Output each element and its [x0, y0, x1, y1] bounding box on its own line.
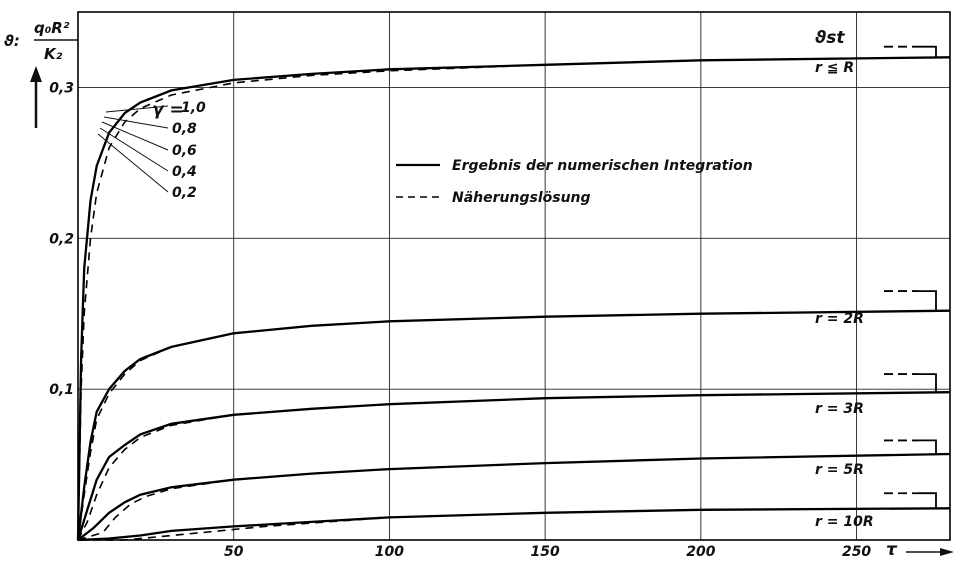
tick-labels: 50 100 150 200 250 0,1 0,2 0,3	[49, 80, 871, 560]
series-1-steady-bracket	[918, 45, 937, 58]
gamma-prefix: γ =	[152, 100, 184, 120]
legend: Ergebnis der numerischen Integration Näh…	[396, 158, 753, 206]
series-3-numeric-line	[76, 391, 951, 541]
x-tick-label-2: 100	[375, 544, 404, 560]
gamma-labels: γ = 1,0 0,8 0,6 0,4 0,2	[97, 100, 206, 201]
series-1-numeric-line	[76, 56, 951, 541]
series-3-label: r = 3R	[815, 401, 864, 417]
steady-state-label: ϑst	[815, 28, 845, 48]
y-axis-label: ϑ: q₀R² K₂	[4, 19, 78, 63]
y-axis-symbol: ϑ:	[4, 32, 20, 50]
series-5-steady-bracket	[918, 492, 937, 509]
x-tick-label-4: 200	[686, 544, 715, 560]
series-4-numeric-line	[77, 452, 951, 541]
y-tick-label-3: 0,3	[49, 80, 74, 96]
series-2-label: r = 2R	[815, 311, 864, 327]
x-tick-label-3: 150	[531, 544, 560, 560]
y-axis-numerator: q₀R²	[34, 19, 70, 37]
gamma-value-4: 0,4	[172, 164, 197, 180]
gamma-leader-5	[97, 133, 169, 193]
gamma-value-3: 0,6	[172, 143, 197, 159]
series-4-label: r = 5R	[815, 462, 864, 478]
steady-state-markers	[884, 45, 937, 509]
plot-frame	[77, 11, 951, 541]
series-2-approx-line	[77, 309, 951, 541]
gamma-leader-1	[105, 105, 169, 113]
grid	[78, 12, 950, 540]
gamma-value-2: 0,8	[172, 121, 197, 137]
legend-label-numeric: Ergebnis der numerischen Integration	[452, 158, 753, 174]
gamma-value-1: 1,0	[181, 100, 206, 116]
curve-labels: r ≦ R r = 2R r = 3R r = 5R r = 10R	[815, 60, 874, 530]
gamma-value-5: 0,2	[172, 185, 197, 201]
x-axis-label: τ	[886, 540, 898, 560]
right-arrow-icon	[906, 548, 954, 556]
series-3-steady-bracket	[918, 373, 937, 393]
series-2-steady-bracket	[918, 290, 937, 311]
series-5-label: r = 10R	[815, 514, 874, 530]
curves	[76, 56, 951, 542]
series-4-steady-bracket	[918, 439, 937, 454]
legend-label-approx: Näherungslösung	[452, 190, 591, 206]
series-3-approx-line	[77, 391, 951, 541]
x-tick-label-5: 250	[842, 544, 871, 560]
series-2-numeric-line	[76, 309, 951, 541]
series-5-numeric-line	[77, 507, 951, 542]
x-tick-label-1: 50	[224, 544, 244, 560]
gamma-leader-4	[99, 127, 169, 172]
up-arrow-icon	[30, 66, 42, 128]
gamma-leader-2	[103, 116, 169, 129]
y-tick-label-1: 0,1	[49, 382, 74, 398]
y-tick-label-2: 0,2	[49, 231, 74, 247]
y-axis-denominator: K₂	[44, 45, 63, 63]
gamma-leader-3	[101, 121, 169, 151]
plot-border	[77, 11, 951, 541]
series-1-label: r ≦ R	[815, 60, 854, 76]
